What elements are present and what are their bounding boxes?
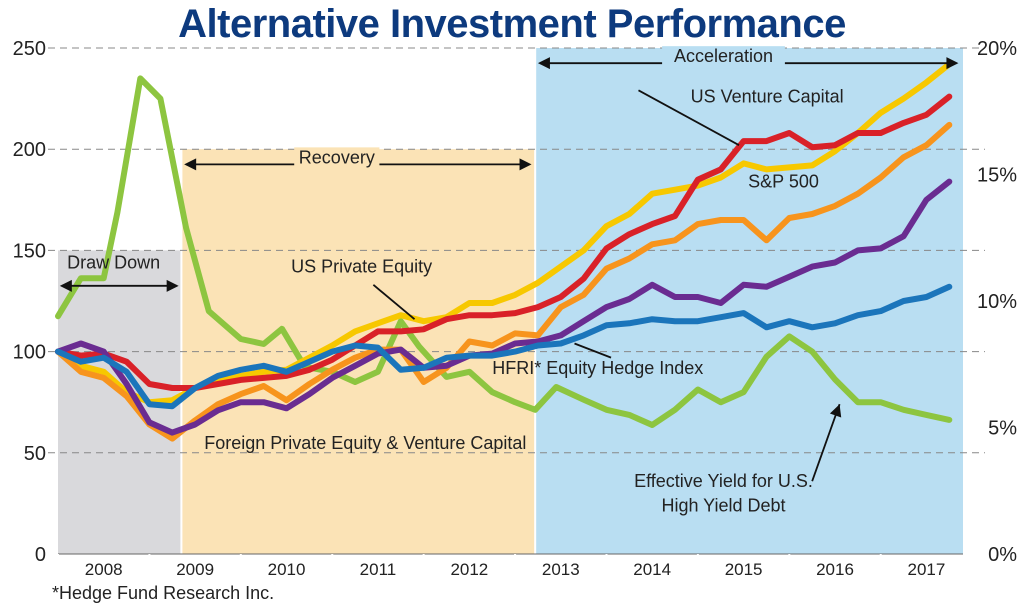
label-draw-down: Draw Down xyxy=(67,253,160,273)
label-bg-recovery xyxy=(294,147,380,170)
pointer-head-high-yield-debt xyxy=(829,404,842,418)
y-tick-label-250: 250 xyxy=(13,38,46,60)
x-tick-label-2015: 2015 xyxy=(725,560,763,579)
label-hfri-equity-hedge-index: HFRI* Equity Hedge Index xyxy=(492,358,703,378)
region-bands xyxy=(58,48,963,554)
footnote: *Hedge Fund Research Inc. xyxy=(52,583,275,603)
x-tick-label-2009: 2009 xyxy=(176,560,214,579)
y2-tick-label-1: 5% xyxy=(988,418,1017,440)
series-labels: Draw Down Recovery Acceleration US Venture … xyxy=(67,46,844,515)
label-recovery: Recovery xyxy=(299,147,375,167)
x-tick-label-2012: 2012 xyxy=(450,560,488,579)
arrow-head-right-acceleration xyxy=(946,57,959,70)
x-tick-label-2010: 2010 xyxy=(268,560,306,579)
arrow-head-left-recovery xyxy=(184,158,197,171)
arrow-head-left-draw-down xyxy=(59,279,72,292)
series-lines xyxy=(55,61,953,442)
series-line-effective-yield-for-u-s-high-yield-debt xyxy=(55,75,953,428)
x-tick-label-2011: 2011 xyxy=(360,560,397,579)
region-acceleration xyxy=(535,48,963,554)
arrow-draw-down xyxy=(59,279,179,292)
pointer-us-venture-capital xyxy=(638,89,740,146)
pointer-high-yield-debt xyxy=(811,403,841,482)
label-s-p-500: S&P 500 xyxy=(748,172,819,192)
y-tick-label-150: 150 xyxy=(13,240,46,262)
y-tick-label-100: 100 xyxy=(13,342,46,364)
label-acceleration: Acceleration xyxy=(674,46,773,66)
y2-tick-label-3: 15% xyxy=(977,165,1017,187)
label-pointers xyxy=(372,89,842,482)
y-tick-label-0: 0 xyxy=(35,544,46,566)
x-tick-label-2014: 2014 xyxy=(633,560,671,579)
y2-tick-label-0: 0% xyxy=(988,544,1017,566)
y2-tick-label-4: 20% xyxy=(977,38,1017,60)
chart-title: Alternative Investment Performance xyxy=(178,2,846,46)
right-axis: 0% 5% 10% 15% 20% xyxy=(977,38,1017,566)
label-us-venture-capital: US Venture Capital xyxy=(691,87,844,107)
x-axis: 2008 2009 2010 2011 2012 2013 2014 2015 2016 2017 xyxy=(57,553,963,579)
pointer-hfri xyxy=(574,342,612,359)
y-tick-label-200: 200 xyxy=(13,139,46,161)
x-tick-label-2017: 2017 xyxy=(908,560,946,579)
x-tick-label-2008: 2008 xyxy=(85,560,123,579)
label-bg-acceleration xyxy=(662,46,785,69)
arrow-head-right-recovery xyxy=(519,158,532,171)
label-us-private-equity: US Private Equity xyxy=(291,257,432,277)
pointer-us-private-equity xyxy=(372,284,416,320)
series-line-foreign-private-equity-venture-capital xyxy=(55,178,953,436)
label-high-yield-debt: High Yield Debt xyxy=(661,495,785,515)
series-line-hfri-equity-hedge-index xyxy=(55,283,953,410)
arrow-head-right-draw-down xyxy=(166,279,179,292)
arrow-head-left-acceleration xyxy=(537,57,550,70)
series-line-s-p-500 xyxy=(55,121,953,442)
left-axis: 0 50 100 150 200 250 xyxy=(13,38,46,566)
x-tick-label-2013: 2013 xyxy=(542,560,580,579)
label-foreign-private-equity-venture-capital: Foreign Private Equity & Venture Capital xyxy=(204,433,526,453)
label-effective-yield-for-u-s: Effective Yield for U.S. xyxy=(634,471,813,491)
x-tick-label-2016: 2016 xyxy=(816,560,854,579)
y2-tick-label-2: 10% xyxy=(977,291,1017,313)
series-line-us-venture-capital xyxy=(55,93,953,391)
y-tick-label-50: 50 xyxy=(24,443,46,465)
